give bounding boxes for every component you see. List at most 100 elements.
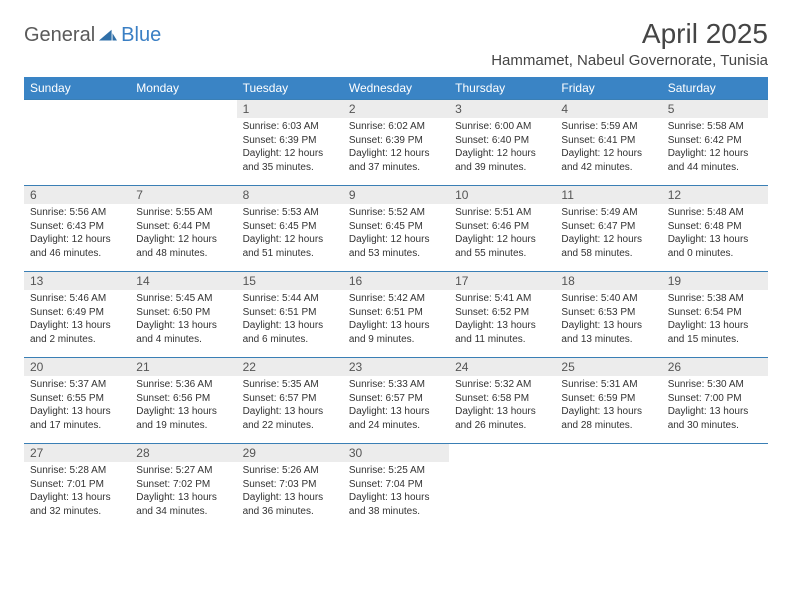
calendar-day-cell: 23Sunrise: 5:33 AMSunset: 6:57 PMDayligh…: [343, 358, 449, 444]
day-details: Sunrise: 5:42 AMSunset: 6:51 PMDaylight:…: [343, 290, 449, 350]
calendar-body: 1Sunrise: 6:03 AMSunset: 6:39 PMDaylight…: [24, 100, 768, 530]
day-details: Sunrise: 5:55 AMSunset: 6:44 PMDaylight:…: [130, 204, 236, 264]
calendar-week-row: 13Sunrise: 5:46 AMSunset: 6:49 PMDayligh…: [24, 272, 768, 358]
day-number: 10: [449, 186, 555, 204]
calendar-day-cell: 19Sunrise: 5:38 AMSunset: 6:54 PMDayligh…: [662, 272, 768, 358]
day-number: 14: [130, 272, 236, 290]
calendar-day-cell: 11Sunrise: 5:49 AMSunset: 6:47 PMDayligh…: [555, 186, 661, 272]
calendar-day-cell: 2Sunrise: 6:02 AMSunset: 6:39 PMDaylight…: [343, 100, 449, 186]
calendar-day-cell: 13Sunrise: 5:46 AMSunset: 6:49 PMDayligh…: [24, 272, 130, 358]
day-details: Sunrise: 5:44 AMSunset: 6:51 PMDaylight:…: [237, 290, 343, 350]
calendar-day-cell: 12Sunrise: 5:48 AMSunset: 6:48 PMDayligh…: [662, 186, 768, 272]
calendar-day-cell: 30Sunrise: 5:25 AMSunset: 7:04 PMDayligh…: [343, 444, 449, 530]
day-details: Sunrise: 5:35 AMSunset: 6:57 PMDaylight:…: [237, 376, 343, 436]
day-details: Sunrise: 5:48 AMSunset: 6:48 PMDaylight:…: [662, 204, 768, 264]
day-details: Sunrise: 5:53 AMSunset: 6:45 PMDaylight:…: [237, 204, 343, 264]
day-of-week-header: Tuesday: [237, 77, 343, 100]
day-details: Sunrise: 5:51 AMSunset: 6:46 PMDaylight:…: [449, 204, 555, 264]
day-number: 5: [662, 100, 768, 118]
day-details: Sunrise: 5:27 AMSunset: 7:02 PMDaylight:…: [130, 462, 236, 522]
page-header: General Blue April 2025 Hammamet, Nabeul…: [24, 18, 768, 69]
day-details: Sunrise: 5:32 AMSunset: 6:58 PMDaylight:…: [449, 376, 555, 436]
day-number: 25: [555, 358, 661, 376]
day-details: Sunrise: 6:00 AMSunset: 6:40 PMDaylight:…: [449, 118, 555, 178]
calendar-week-row: 27Sunrise: 5:28 AMSunset: 7:01 PMDayligh…: [24, 444, 768, 530]
day-details: Sunrise: 5:46 AMSunset: 6:49 PMDaylight:…: [24, 290, 130, 350]
brand-text-1: General: [24, 24, 95, 47]
day-of-week-header: Monday: [130, 77, 236, 100]
day-number: 12: [662, 186, 768, 204]
day-number: 23: [343, 358, 449, 376]
day-details: Sunrise: 5:33 AMSunset: 6:57 PMDaylight:…: [343, 376, 449, 436]
calendar-day-cell: 16Sunrise: 5:42 AMSunset: 6:51 PMDayligh…: [343, 272, 449, 358]
calendar-day-cell: [449, 444, 555, 530]
calendar-day-cell: 14Sunrise: 5:45 AMSunset: 6:50 PMDayligh…: [130, 272, 236, 358]
day-number: 8: [237, 186, 343, 204]
day-number: 2: [343, 100, 449, 118]
day-of-week-header: Friday: [555, 77, 661, 100]
location-subtitle: Hammamet, Nabeul Governorate, Tunisia: [491, 52, 768, 69]
calendar-week-row: 6Sunrise: 5:56 AMSunset: 6:43 PMDaylight…: [24, 186, 768, 272]
day-number: 1: [237, 100, 343, 118]
day-of-week-header: Wednesday: [343, 77, 449, 100]
calendar-day-cell: 8Sunrise: 5:53 AMSunset: 6:45 PMDaylight…: [237, 186, 343, 272]
day-details: Sunrise: 5:30 AMSunset: 7:00 PMDaylight:…: [662, 376, 768, 436]
day-of-week-header: Saturday: [662, 77, 768, 100]
calendar-day-cell: 25Sunrise: 5:31 AMSunset: 6:59 PMDayligh…: [555, 358, 661, 444]
calendar-day-cell: 9Sunrise: 5:52 AMSunset: 6:45 PMDaylight…: [343, 186, 449, 272]
calendar-table: SundayMondayTuesdayWednesdayThursdayFrid…: [24, 77, 768, 530]
calendar-day-cell: 10Sunrise: 5:51 AMSunset: 6:46 PMDayligh…: [449, 186, 555, 272]
calendar-day-cell: 4Sunrise: 5:59 AMSunset: 6:41 PMDaylight…: [555, 100, 661, 186]
day-number: 28: [130, 444, 236, 462]
day-number: 21: [130, 358, 236, 376]
calendar-week-row: 1Sunrise: 6:03 AMSunset: 6:39 PMDaylight…: [24, 100, 768, 186]
calendar-day-cell: 29Sunrise: 5:26 AMSunset: 7:03 PMDayligh…: [237, 444, 343, 530]
calendar-day-cell: [662, 444, 768, 530]
day-of-week-row: SundayMondayTuesdayWednesdayThursdayFrid…: [24, 77, 768, 100]
calendar-day-cell: 21Sunrise: 5:36 AMSunset: 6:56 PMDayligh…: [130, 358, 236, 444]
calendar-day-cell: 22Sunrise: 5:35 AMSunset: 6:57 PMDayligh…: [237, 358, 343, 444]
calendar-day-cell: 27Sunrise: 5:28 AMSunset: 7:01 PMDayligh…: [24, 444, 130, 530]
day-details: Sunrise: 5:45 AMSunset: 6:50 PMDaylight:…: [130, 290, 236, 350]
day-number: 9: [343, 186, 449, 204]
brand-sail-icon: [99, 29, 117, 43]
calendar-day-cell: [24, 100, 130, 186]
calendar-week-row: 20Sunrise: 5:37 AMSunset: 6:55 PMDayligh…: [24, 358, 768, 444]
calendar-day-cell: 18Sunrise: 5:40 AMSunset: 6:53 PMDayligh…: [555, 272, 661, 358]
day-number: 20: [24, 358, 130, 376]
day-details: Sunrise: 5:49 AMSunset: 6:47 PMDaylight:…: [555, 204, 661, 264]
day-details: Sunrise: 5:52 AMSunset: 6:45 PMDaylight:…: [343, 204, 449, 264]
day-number: 15: [237, 272, 343, 290]
day-number: 22: [237, 358, 343, 376]
day-number: 13: [24, 272, 130, 290]
calendar-day-cell: [555, 444, 661, 530]
day-number: 27: [24, 444, 130, 462]
brand-text-2: Blue: [121, 24, 161, 47]
day-details: Sunrise: 5:41 AMSunset: 6:52 PMDaylight:…: [449, 290, 555, 350]
day-details: Sunrise: 6:02 AMSunset: 6:39 PMDaylight:…: [343, 118, 449, 178]
calendar-day-cell: 17Sunrise: 5:41 AMSunset: 6:52 PMDayligh…: [449, 272, 555, 358]
day-details: Sunrise: 5:58 AMSunset: 6:42 PMDaylight:…: [662, 118, 768, 178]
calendar-day-cell: 1Sunrise: 6:03 AMSunset: 6:39 PMDaylight…: [237, 100, 343, 186]
day-of-week-header: Sunday: [24, 77, 130, 100]
calendar-day-cell: 20Sunrise: 5:37 AMSunset: 6:55 PMDayligh…: [24, 358, 130, 444]
day-of-week-header: Thursday: [449, 77, 555, 100]
day-details: Sunrise: 5:56 AMSunset: 6:43 PMDaylight:…: [24, 204, 130, 264]
day-number: 11: [555, 186, 661, 204]
calendar-day-cell: 24Sunrise: 5:32 AMSunset: 6:58 PMDayligh…: [449, 358, 555, 444]
calendar-day-cell: [130, 100, 236, 186]
day-number: 6: [24, 186, 130, 204]
title-block: April 2025 Hammamet, Nabeul Governorate,…: [491, 18, 768, 69]
day-details: Sunrise: 5:40 AMSunset: 6:53 PMDaylight:…: [555, 290, 661, 350]
calendar-day-cell: 26Sunrise: 5:30 AMSunset: 7:00 PMDayligh…: [662, 358, 768, 444]
calendar-day-cell: 28Sunrise: 5:27 AMSunset: 7:02 PMDayligh…: [130, 444, 236, 530]
day-details: Sunrise: 5:37 AMSunset: 6:55 PMDaylight:…: [24, 376, 130, 436]
day-number: 16: [343, 272, 449, 290]
day-details: Sunrise: 5:36 AMSunset: 6:56 PMDaylight:…: [130, 376, 236, 436]
calendar-day-cell: 3Sunrise: 6:00 AMSunset: 6:40 PMDaylight…: [449, 100, 555, 186]
day-number: 24: [449, 358, 555, 376]
day-details: Sunrise: 5:28 AMSunset: 7:01 PMDaylight:…: [24, 462, 130, 522]
brand-logo: General Blue: [24, 24, 161, 47]
day-number: 7: [130, 186, 236, 204]
day-number: 17: [449, 272, 555, 290]
